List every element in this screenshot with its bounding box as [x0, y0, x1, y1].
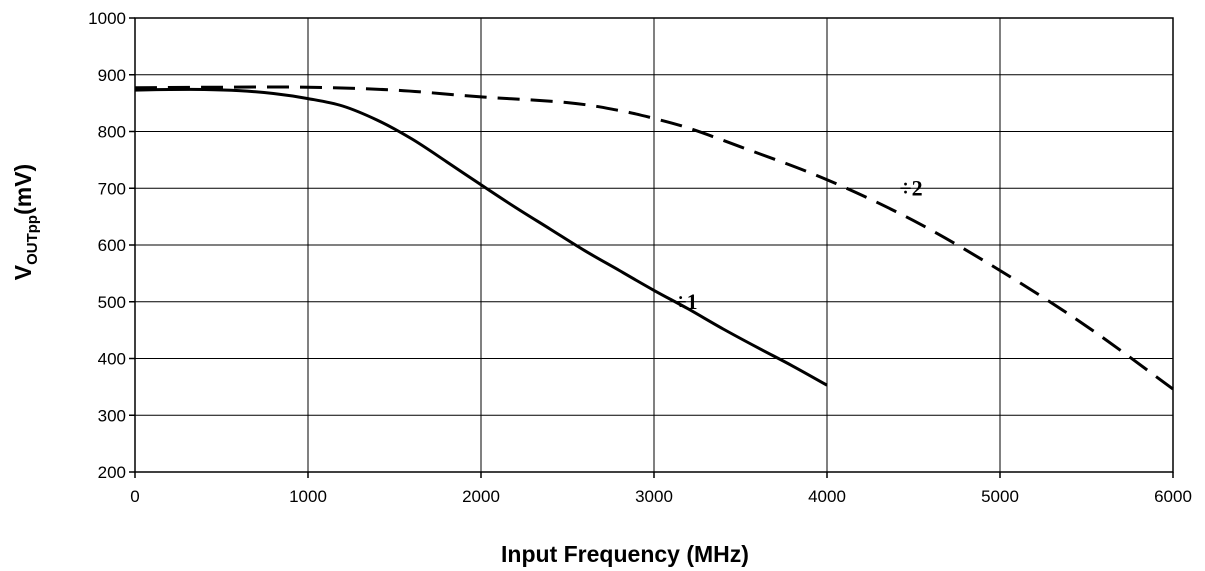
x-tick-label: 0 [130, 487, 139, 506]
y-tick-label: 700 [98, 179, 126, 198]
y-axis-title: VOUTpp(mV) [10, 164, 41, 280]
y-tick-label: 600 [98, 236, 126, 255]
y-tick-label: 200 [98, 463, 126, 482]
y-tick-label: 1000 [88, 9, 126, 28]
y-tick-label: 900 [98, 66, 126, 85]
y-tick-labels: 200 300 400 500 600 700 800 900 1000 [88, 9, 126, 482]
series-line-1 [134, 87, 828, 387]
series-line-2 [134, 85, 1174, 391]
y-axis-title-suffix: (mV) [10, 164, 36, 215]
x-axis-title: Input Frequency (MHz) [501, 541, 749, 567]
series-label-2: ÷2 [900, 175, 923, 200]
series-label-1: ÷1 [675, 289, 698, 314]
y-tick-label: 400 [98, 350, 126, 369]
x-tick-label: 2000 [462, 487, 500, 506]
y-axis-title-subscript: OUTpp [24, 215, 41, 265]
y-axis-title-main: V [10, 264, 36, 280]
x-tick-label: 6000 [1154, 487, 1192, 506]
y-tick-label: 800 [98, 123, 126, 142]
x-tick-label: 3000 [635, 487, 673, 506]
x-tick-label: 1000 [289, 487, 327, 506]
y-tick-label: 300 [98, 406, 126, 425]
series-labels: ÷1 ÷2 [675, 175, 923, 314]
x-tick-label: 5000 [981, 487, 1019, 506]
x-tick-label: 4000 [808, 487, 846, 506]
x-tick-labels: 0 1000 2000 3000 4000 5000 6000 [130, 487, 1192, 506]
series-lines [134, 85, 1174, 391]
axis-tick-marks [129, 17, 1174, 478]
y-tick-label: 500 [98, 293, 126, 312]
grid-lines [134, 17, 1174, 473]
